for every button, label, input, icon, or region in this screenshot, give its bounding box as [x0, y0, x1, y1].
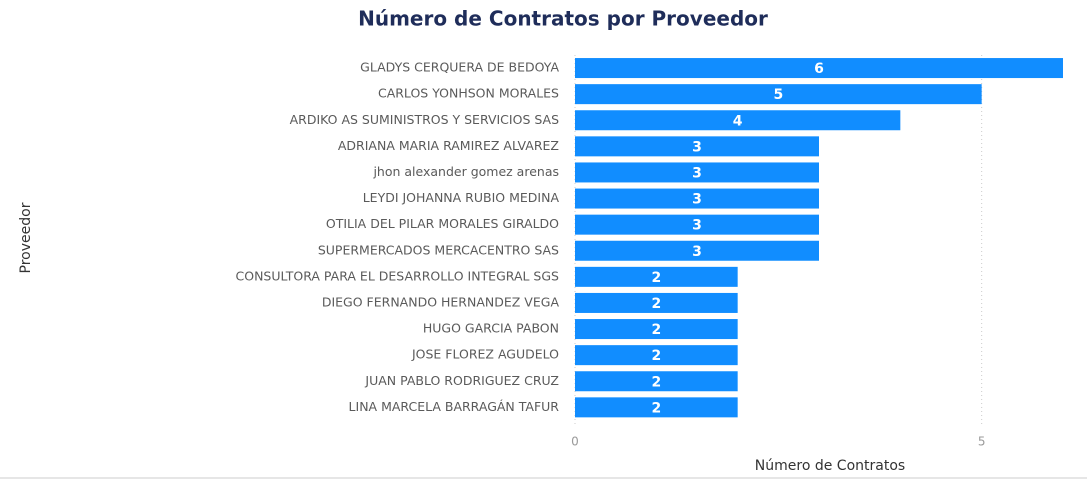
- bar: [575, 240, 819, 261]
- y-axis-title: Proveedor: [18, 202, 34, 273]
- data-label: 3: [692, 218, 702, 234]
- y-tick-label: OTILIA DEL PILAR MORALES GIRALDO: [326, 216, 559, 231]
- y-tick-label: SUPERMERCADOS MERCACENTRO SAS: [318, 242, 559, 257]
- y-tick-label: LINA MARCELA BARRAGÁN TAFUR: [349, 399, 560, 414]
- chart-title: Número de Contratos por Proveedor: [358, 7, 768, 31]
- y-tick-label: JUAN PABLO RODRIGUEZ CRUZ: [364, 373, 559, 388]
- y-tick-label: CARLOS YONHSON MORALES: [378, 86, 559, 101]
- bar: [575, 84, 982, 105]
- bar: [575, 371, 738, 392]
- x-axis-title: Número de Contratos: [755, 458, 905, 474]
- y-tick-label: ARDIKO AS SUMINISTROS Y SERVICIOS SAS: [290, 112, 559, 127]
- data-label: 3: [692, 192, 702, 208]
- bar: [575, 397, 738, 418]
- data-label: 2: [651, 374, 661, 390]
- y-tick-label: ADRIANA MARIA RAMIREZ ALVAREZ: [338, 138, 559, 153]
- data-label: 2: [651, 348, 661, 364]
- bar: [575, 136, 819, 157]
- y-tick-label: jhon alexander gomez arenas: [372, 164, 559, 179]
- data-label: 5: [773, 87, 783, 103]
- bar: [575, 266, 738, 287]
- y-tick-label: HUGO GARCIA PABON: [423, 321, 559, 336]
- data-label: 2: [651, 322, 661, 338]
- bar: [575, 188, 819, 209]
- bar: [575, 110, 901, 131]
- y-tick-label: DIEGO FERNANDO HERNANDEZ VEGA: [322, 294, 560, 309]
- data-label: 3: [692, 165, 702, 181]
- x-tick-label: 5: [978, 435, 986, 449]
- bar: [575, 345, 738, 366]
- y-tick-label: LEYDI JOHANNA RUBIO MEDINA: [363, 190, 560, 205]
- data-label: 3: [692, 139, 702, 155]
- data-label: 2: [651, 400, 661, 416]
- bar: [575, 58, 1063, 79]
- data-label: 2: [651, 296, 661, 312]
- y-tick-label: JOSE FLOREZ AGUDELO: [411, 347, 559, 362]
- bar: [575, 319, 738, 340]
- data-label: 4: [733, 113, 743, 129]
- x-tick-label: 0: [571, 435, 579, 449]
- data-label: 3: [692, 244, 702, 260]
- data-label: 6: [814, 61, 824, 77]
- bar: [575, 292, 738, 313]
- y-tick-label: CONSULTORA PARA EL DESARROLLO INTEGRAL S…: [236, 268, 560, 283]
- bar: [575, 214, 819, 235]
- bar: [575, 162, 819, 183]
- data-label: 2: [651, 270, 661, 286]
- y-tick-label: GLADYS CERQUERA DE BEDOYA: [360, 60, 559, 75]
